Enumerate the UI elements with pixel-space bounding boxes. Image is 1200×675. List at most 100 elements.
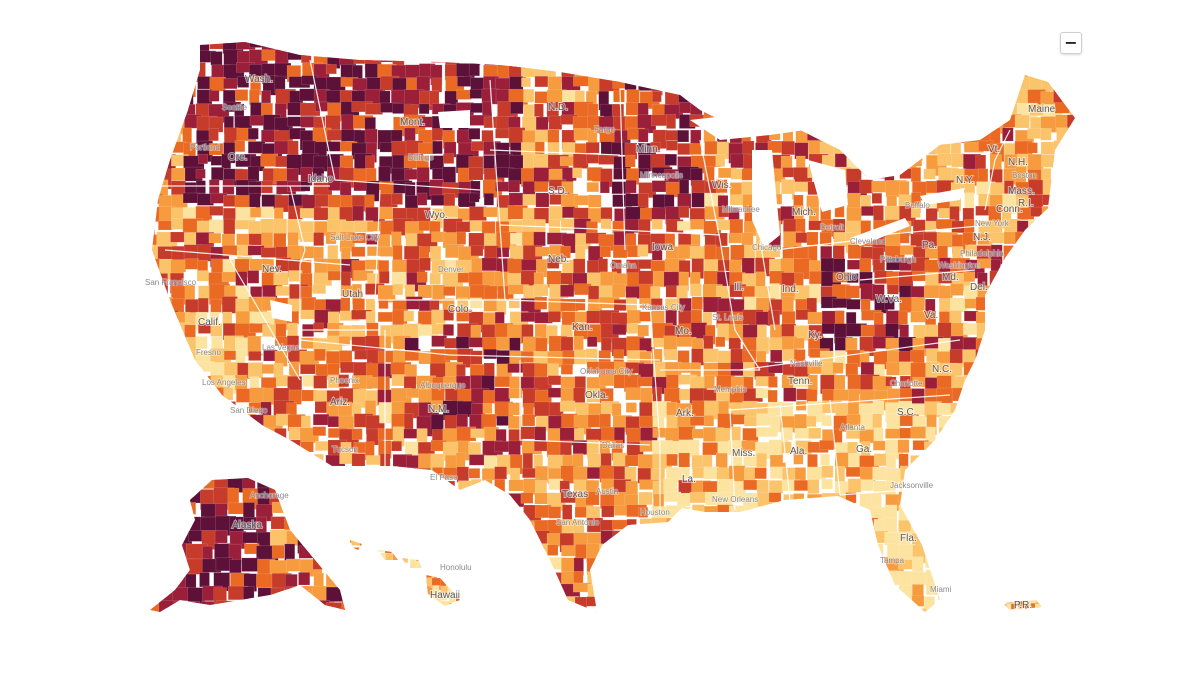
county-cell[interactable] bbox=[639, 611, 660, 633]
county-cell[interactable] bbox=[146, 50, 167, 67]
county-cell[interactable] bbox=[468, 337, 483, 348]
county-cell[interactable] bbox=[185, 608, 203, 626]
county-cell[interactable] bbox=[1066, 414, 1085, 430]
county-cell[interactable] bbox=[507, 543, 523, 557]
county-cell[interactable] bbox=[1014, 114, 1030, 129]
county-cell[interactable] bbox=[989, 544, 1005, 561]
county-cell[interactable] bbox=[1002, 350, 1022, 362]
county-cell[interactable] bbox=[431, 568, 440, 578]
county-cell[interactable] bbox=[989, 322, 1000, 341]
county-cell[interactable] bbox=[989, 309, 1005, 327]
county-cell[interactable] bbox=[342, 489, 353, 502]
county-cell[interactable] bbox=[938, 597, 952, 617]
county-cell[interactable] bbox=[171, 533, 182, 545]
county-cell[interactable] bbox=[1027, 49, 1049, 69]
county-cell[interactable] bbox=[821, 101, 837, 119]
county-cell[interactable] bbox=[1055, 192, 1072, 206]
county-cell[interactable] bbox=[392, 552, 400, 564]
county-cell[interactable] bbox=[1068, 129, 1090, 146]
county-cell[interactable] bbox=[1016, 272, 1027, 285]
county-cell[interactable] bbox=[470, 245, 484, 257]
county-cell[interactable] bbox=[507, 39, 520, 55]
county-cell[interactable] bbox=[146, 491, 156, 509]
county-cell[interactable] bbox=[286, 530, 308, 546]
county-cell[interactable] bbox=[481, 584, 496, 597]
county-cell[interactable] bbox=[275, 478, 295, 489]
county-cell[interactable] bbox=[431, 38, 449, 49]
county-cell[interactable] bbox=[1067, 181, 1079, 199]
county-cell[interactable] bbox=[1027, 219, 1040, 237]
county-cell[interactable] bbox=[949, 62, 960, 82]
county-cell[interactable] bbox=[241, 557, 259, 572]
county-cell[interactable] bbox=[534, 296, 548, 310]
county-cell[interactable] bbox=[469, 609, 484, 620]
county-cell[interactable] bbox=[923, 454, 939, 467]
county-cell[interactable] bbox=[1029, 453, 1041, 464]
county-cell[interactable] bbox=[821, 78, 840, 89]
county-cell[interactable] bbox=[821, 414, 832, 427]
county-cell[interactable] bbox=[535, 595, 546, 609]
county-cell[interactable] bbox=[742, 90, 763, 102]
county-cell[interactable] bbox=[873, 51, 890, 71]
county-cell[interactable] bbox=[325, 557, 336, 575]
county-cell[interactable] bbox=[601, 194, 612, 208]
county-cell[interactable] bbox=[847, 583, 867, 602]
county-cell[interactable] bbox=[156, 62, 174, 78]
county-cell[interactable] bbox=[429, 245, 442, 262]
county-cell[interactable] bbox=[691, 50, 704, 61]
county-cell[interactable] bbox=[431, 491, 451, 502]
county-cell[interactable] bbox=[401, 602, 413, 614]
county-cell[interactable] bbox=[378, 609, 396, 621]
county-cell[interactable] bbox=[575, 298, 586, 311]
county-cell[interactable] bbox=[494, 532, 506, 545]
county-cell[interactable] bbox=[638, 597, 654, 613]
county-cell[interactable] bbox=[807, 115, 828, 136]
county-cell[interactable] bbox=[521, 608, 540, 621]
county-cell[interactable] bbox=[1042, 297, 1058, 315]
county-cell[interactable] bbox=[600, 530, 622, 548]
county-cell[interactable] bbox=[741, 596, 763, 614]
county-cell[interactable] bbox=[834, 544, 854, 554]
county-cell[interactable] bbox=[247, 270, 260, 284]
county-cell[interactable] bbox=[585, 50, 597, 67]
county-cell[interactable] bbox=[834, 465, 846, 482]
county-cell[interactable] bbox=[781, 609, 795, 628]
county-cell[interactable] bbox=[520, 492, 534, 504]
county-cell[interactable] bbox=[327, 480, 345, 501]
county-cell[interactable] bbox=[638, 218, 651, 237]
county-cell[interactable] bbox=[963, 530, 983, 553]
county-cell[interactable] bbox=[546, 62, 557, 79]
county-cell[interactable] bbox=[625, 558, 639, 575]
county-cell[interactable] bbox=[560, 364, 573, 375]
county-cell[interactable] bbox=[703, 466, 719, 480]
county-cell[interactable] bbox=[729, 414, 746, 425]
county-cell[interactable] bbox=[678, 559, 700, 577]
county-cell[interactable] bbox=[625, 531, 642, 552]
county-cell[interactable] bbox=[1042, 194, 1053, 206]
county-cell[interactable] bbox=[1053, 402, 1066, 415]
county-cell[interactable] bbox=[678, 506, 691, 518]
county-cell[interactable] bbox=[663, 569, 685, 589]
county-cell[interactable] bbox=[963, 453, 983, 473]
county-cell[interactable] bbox=[599, 543, 612, 566]
county-cell[interactable] bbox=[715, 531, 731, 553]
county-cell[interactable] bbox=[988, 414, 1003, 432]
county-cell[interactable] bbox=[834, 506, 853, 519]
county-cell[interactable] bbox=[384, 569, 391, 582]
county-cell[interactable] bbox=[858, 597, 876, 609]
county-cell[interactable] bbox=[431, 50, 449, 63]
county-cell[interactable] bbox=[976, 531, 990, 553]
county-cell[interactable] bbox=[923, 493, 944, 515]
county-cell[interactable] bbox=[886, 103, 908, 115]
county-cell[interactable] bbox=[429, 298, 440, 312]
county-cell[interactable] bbox=[742, 65, 762, 79]
county-cell[interactable] bbox=[341, 38, 361, 56]
county-cell[interactable] bbox=[651, 610, 663, 631]
county-cell[interactable] bbox=[158, 414, 179, 434]
county-cell[interactable] bbox=[379, 246, 395, 257]
county-cell[interactable] bbox=[214, 529, 228, 544]
county-cell[interactable] bbox=[730, 558, 750, 571]
county-cell[interactable] bbox=[431, 128, 444, 141]
county-cell[interactable] bbox=[1054, 556, 1067, 571]
